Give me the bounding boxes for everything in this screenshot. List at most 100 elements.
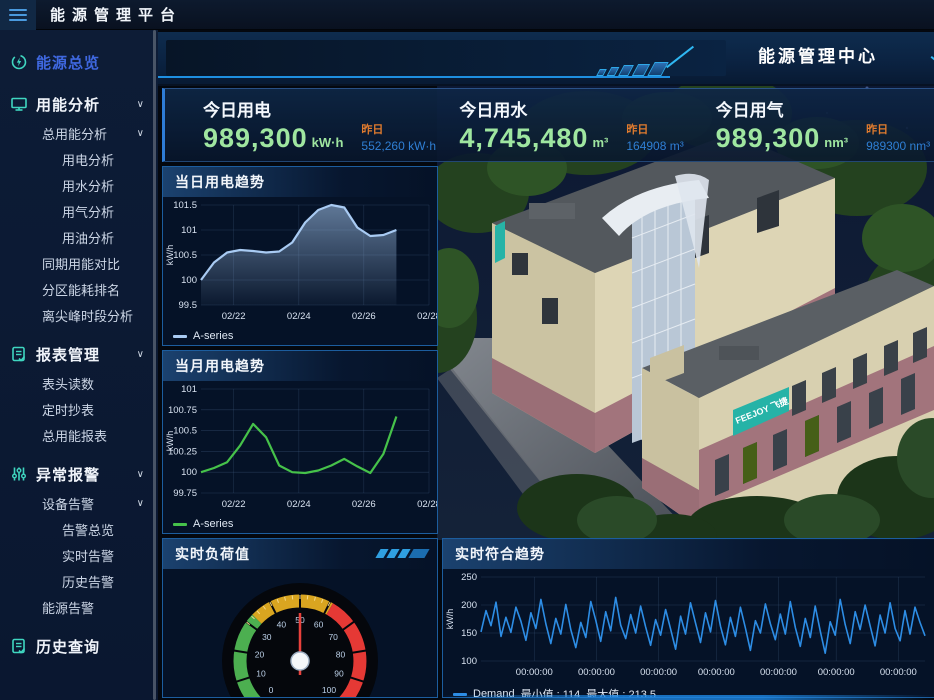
- svg-text:100.5: 100.5: [173, 426, 197, 437]
- svg-text:kW/h: kW/h: [165, 245, 175, 266]
- sidebar-item-label: 能源告警: [42, 600, 95, 616]
- sidebar-item-11[interactable]: 表头读数: [0, 370, 158, 396]
- svg-text:02/22: 02/22: [222, 311, 246, 322]
- sidebar-nav: 能源总览用能分析 ∨ 总用能分析 ∨ 用电分析用水分析用气分析用油分析同期用能对比分区能…: [0, 30, 158, 662]
- svg-text:0: 0: [269, 685, 274, 695]
- panel-daily-power-trend: 当日用电趋势 99.5 100 100.5 101 101.5 02/22 02/24 02/…: [162, 166, 438, 346]
- svg-text:kW/h: kW/h: [165, 431, 175, 452]
- sidebar-item-12[interactable]: 定时抄表: [0, 396, 158, 422]
- sidebar-item-4[interactable]: 用水分析: [0, 172, 158, 198]
- sidebar-item-19[interactable]: 能源告警: [0, 594, 158, 620]
- daily-power-legend[interactable]: A-series: [163, 330, 437, 345]
- energy-overview-icon: [10, 53, 30, 71]
- stat-unit: kW·h: [311, 135, 344, 150]
- svg-text:kW/h: kW/h: [445, 609, 455, 630]
- bottom-glow-bar: [442, 695, 934, 700]
- sidebar-item-13[interactable]: 总用能报表: [0, 422, 158, 448]
- sidebar-item-8[interactable]: 分区能耗排名: [0, 276, 158, 302]
- panel-monthly-power-trend: 当月用电趋势 99.75 100 100.25 100.5 100.75 101 02/22…: [162, 350, 438, 534]
- sidebar-item-label: 总用能分析: [42, 126, 108, 142]
- svg-text:00:00:00: 00:00:00: [818, 667, 855, 678]
- svg-text:100.5: 100.5: [173, 250, 197, 261]
- hamburger-menu-icon[interactable]: [0, 0, 36, 30]
- monthly-power-legend[interactable]: A-series: [163, 518, 437, 533]
- sidebar-item-7[interactable]: 同期用能对比: [0, 250, 158, 276]
- panel-realtime-demand-trend: 实时符合趋势 100 150 200 250 00:00:00 00:00:00 00:00…: [442, 538, 934, 698]
- sidebar-item-15[interactable]: 设备告警 ∨: [0, 490, 158, 516]
- sidebar-item-1[interactable]: 用能分析 ∨: [0, 88, 158, 120]
- stat-prev-label: 昨日: [626, 124, 649, 136]
- svg-text:00:00:00: 00:00:00: [516, 667, 553, 678]
- sidebar-item-label: 用气分析: [62, 204, 115, 220]
- monthly-power-chart[interactable]: 99.75 100 100.25 100.5 100.75 101 02/22 02/24 02…: [163, 381, 437, 518]
- sidebar-item-label: 离尖峰时段分析: [42, 308, 134, 324]
- sidebar-item-label: 总用能报表: [42, 428, 108, 444]
- panel-deco-slashes-icon: [375, 549, 430, 558]
- svg-text:250: 250: [461, 572, 477, 583]
- sidebar-item-20[interactable]: 历史查询: [0, 630, 158, 662]
- stat-title: 今日用水: [459, 101, 528, 120]
- svg-text:100: 100: [461, 656, 477, 667]
- sidebar-item-label: 用油分析: [62, 230, 115, 246]
- svg-text:02/28: 02/28: [417, 499, 437, 510]
- legend-dash-icon: [453, 692, 467, 696]
- sidebar-item-label: 表头读数: [42, 376, 95, 392]
- chevron-down-icon: ∨: [136, 127, 144, 139]
- stat-prev-label: 昨日: [361, 124, 384, 136]
- history-icon: [10, 637, 30, 655]
- svg-text:90: 90: [334, 669, 344, 679]
- demand-chart[interactable]: 100 150 200 250 00:00:00 00:00:00 00:00:00 00:0…: [443, 569, 934, 686]
- svg-text:00:00:00: 00:00:00: [640, 667, 677, 678]
- demand-legend[interactable]: Demand 最小值 : 114 最大值 : 213.5: [443, 686, 934, 698]
- sidebar-item-label: 报表管理: [36, 346, 101, 364]
- sidebar-item-16[interactable]: 告警总览: [0, 516, 158, 542]
- sidebar-item-10[interactable]: 报表管理 ∨: [0, 338, 158, 370]
- svg-text:02/22: 02/22: [222, 499, 246, 510]
- sidebar-item-3[interactable]: 用电分析: [0, 146, 158, 172]
- svg-text:00:00:00: 00:00:00: [880, 667, 917, 678]
- sidebar-item-9[interactable]: 离尖峰时段分析: [0, 302, 158, 328]
- sidebar-item-2[interactable]: 总用能分析 ∨: [0, 120, 158, 146]
- page-header-band: 能源管理中心: [158, 32, 934, 86]
- daily-power-chart[interactable]: 99.5 100 100.5 101 101.5 02/22 02/24 02/26 02/28…: [163, 197, 437, 330]
- stat-card-0: 今日用电 989,300 kW·h 昨日 552,260 kW·h: [165, 89, 436, 161]
- svg-text:200: 200: [461, 600, 477, 611]
- stat-card-1: 今日用水 4,745,480 m³ 昨日 164908 m³: [421, 89, 683, 161]
- svg-text:02/24: 02/24: [287, 311, 311, 322]
- main-area: FEEJOY 飞捷 能源管理中心 今日用电 989,300 kW·h 昨日 552,26…: [158, 30, 934, 700]
- sidebar-item-label: 同期用能对比: [42, 256, 121, 272]
- svg-text:02/26: 02/26: [352, 311, 376, 322]
- legend-max-value: 最大值 : 213.5: [586, 689, 656, 698]
- panel-realtime-load: 实时负荷值 010203040506070809010050.00 kW: [162, 538, 438, 698]
- chevron-down-icon: ∨: [136, 497, 144, 509]
- sidebar-item-label: 用电分析: [62, 152, 115, 168]
- sidebar-item-18[interactable]: 历史告警: [0, 568, 158, 594]
- sidebar-item-0[interactable]: 能源总览: [0, 46, 158, 78]
- svg-text:101: 101: [181, 225, 197, 236]
- svg-text:02/28: 02/28: [417, 311, 437, 322]
- sidebar-item-label: 能源总览: [36, 54, 101, 72]
- stat-prev-value: 164908 m³: [626, 139, 684, 153]
- panel-title-daily-power: 当日用电趋势: [163, 167, 437, 197]
- legend-label: Demand: [473, 688, 515, 698]
- sidebar-item-label: 用水分析: [62, 178, 115, 194]
- stat-title: 今日用气: [715, 101, 784, 120]
- svg-text:60: 60: [314, 620, 324, 630]
- top-bar: 能源管理平台: [0, 0, 934, 30]
- report-icon: [10, 345, 30, 363]
- svg-text:80: 80: [336, 650, 346, 660]
- stat-value: 989,300: [203, 123, 308, 153]
- svg-text:10: 10: [256, 669, 266, 679]
- svg-text:99.75: 99.75: [173, 488, 197, 499]
- sidebar-item-6[interactable]: 用油分析: [0, 224, 158, 250]
- stat-prev-label: 昨日: [866, 124, 889, 136]
- svg-text:101: 101: [181, 384, 197, 395]
- chevron-down-icon: ∨: [136, 98, 144, 110]
- sidebar-scrollbar[interactable]: [153, 30, 156, 700]
- sidebar-item-5[interactable]: 用气分析: [0, 198, 158, 224]
- sidebar-item-17[interactable]: 实时告警: [0, 542, 158, 568]
- sidebar-item-14[interactable]: 异常报警 ∨: [0, 458, 158, 490]
- svg-text:02/26: 02/26: [352, 499, 376, 510]
- svg-text:100.25: 100.25: [168, 446, 197, 457]
- stat-value: 989,300: [715, 123, 821, 153]
